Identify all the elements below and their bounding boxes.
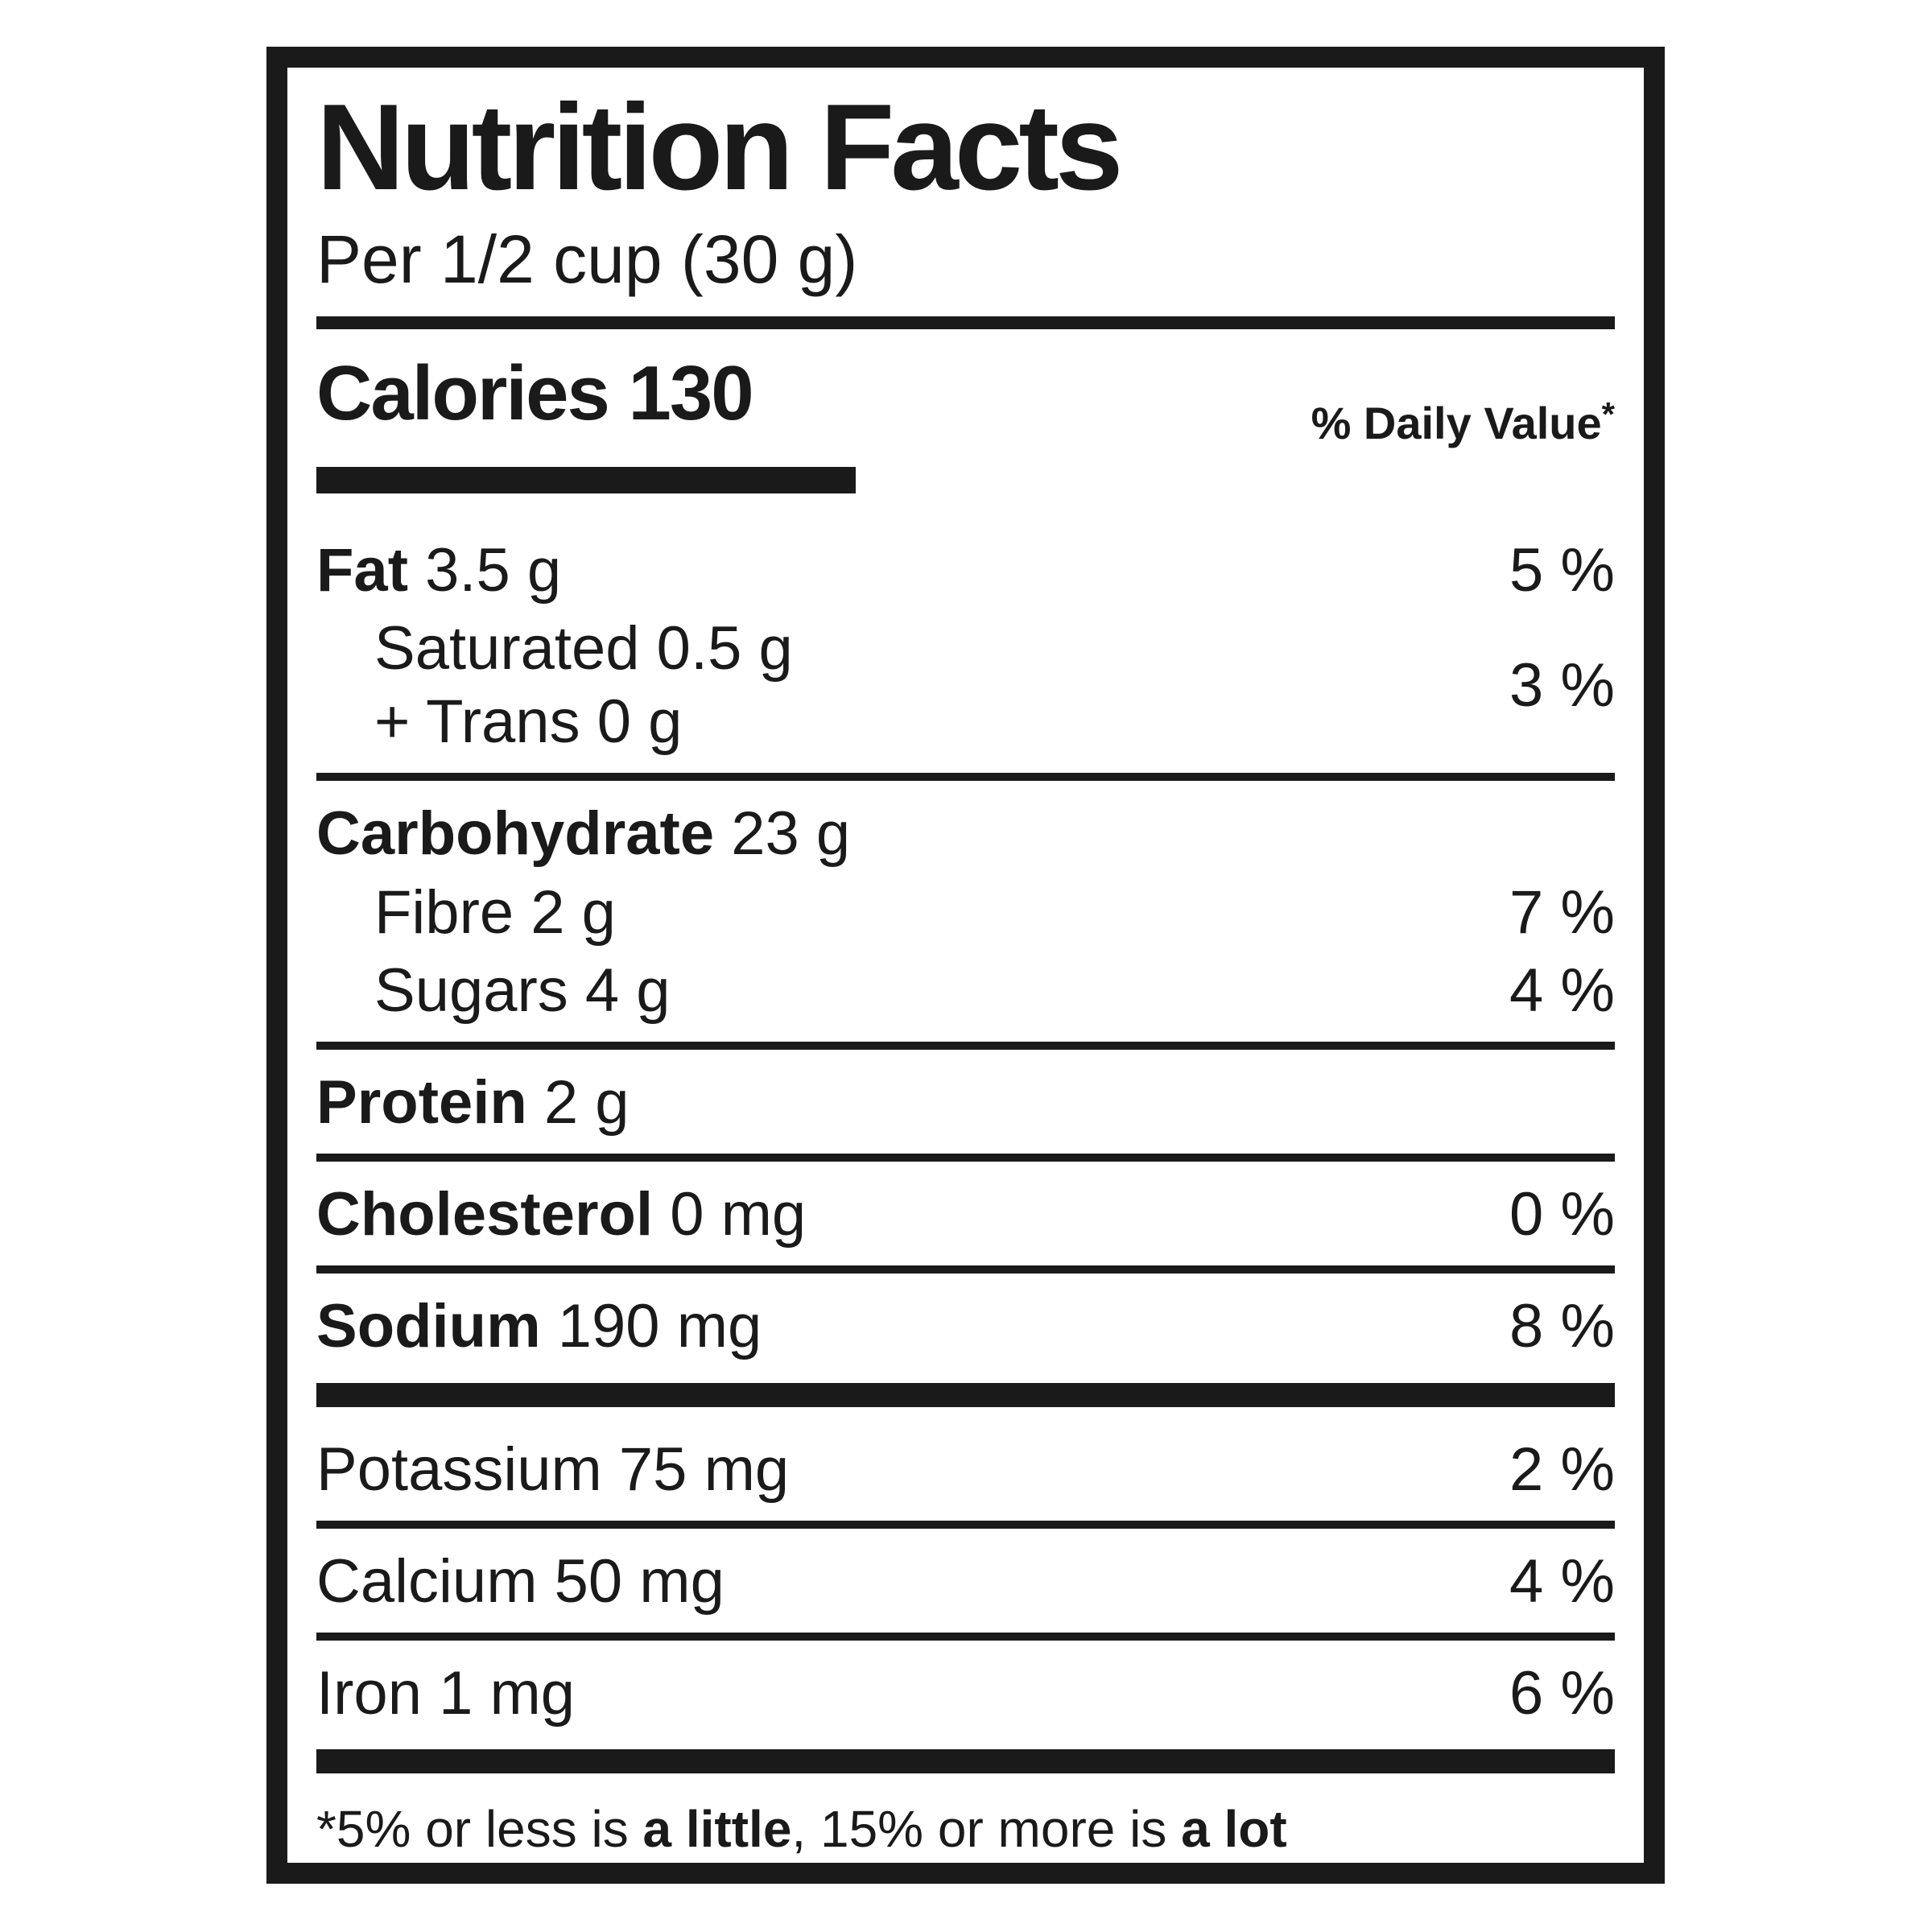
section-rule xyxy=(316,1632,1615,1641)
thick-separator-bar xyxy=(316,1749,1615,1774)
nutrient-row: Cholesterol 0 mg 0 % xyxy=(316,1178,1615,1251)
section-rule xyxy=(316,1520,1615,1529)
percent-value: 5 % xyxy=(1509,535,1615,605)
percent-value: 6 % xyxy=(1509,1658,1615,1728)
label-title: Nutrition Facts xyxy=(316,79,1123,216)
nutrient-rows: Fat 3.5 g 5 % Saturated 0.5 g + Trans 0 g 3 … xyxy=(316,534,1615,1774)
nutrient-row: Fibre 2 g 7 % xyxy=(316,876,1615,949)
nutrient-group: Saturated 0.5 g + Trans 0 g 3 % xyxy=(316,612,1615,758)
footnote: *5% or less is a little, 15% or more is … xyxy=(316,1799,1615,1860)
nutrient-label: Potassium 75 mg xyxy=(316,1435,790,1504)
calories-header-row: Calories 130 % Daily Value* xyxy=(316,350,1615,447)
calories-value: Calories 130 xyxy=(316,350,754,437)
nutrient-label: Calcium 50 mg xyxy=(316,1546,724,1616)
nutrient-subrow-label: Saturated 0.5 g xyxy=(374,614,793,683)
calories-underline-bar xyxy=(316,466,856,493)
nutrient-label: Carbohydrate 23 g xyxy=(316,799,851,869)
nutrient-label: Sugars 4 g xyxy=(374,956,671,1025)
percent-value: 4 % xyxy=(1509,1546,1615,1616)
daily-value-header-text: % Daily Value xyxy=(1311,398,1602,449)
footnote-bold-a-little: a little xyxy=(642,1800,792,1859)
nutrient-label: Fat 3.5 g xyxy=(316,535,562,605)
serving-size: Per 1/2 cup (30 g) xyxy=(316,221,858,298)
nutrient-label: Protein 2 g xyxy=(316,1068,630,1137)
nutrient-group-lines: Saturated 0.5 g + Trans 0 g xyxy=(316,612,793,758)
daily-value-header: % Daily Value* xyxy=(1311,397,1615,449)
nutrient-label: Cholesterol 0 mg xyxy=(316,1180,807,1249)
section-rule xyxy=(316,1154,1615,1162)
percent-value: 3 % xyxy=(1509,650,1615,720)
nutrient-label: Fibre 2 g xyxy=(374,877,616,947)
nutrient-row: Fat 3.5 g 5 % xyxy=(316,534,1615,607)
thick-separator-bar xyxy=(316,1382,1615,1407)
nutrient-label: Sodium 190 mg xyxy=(316,1292,762,1361)
nutrient-row: Calcium 50 mg 4 % xyxy=(316,1545,1615,1618)
nutrient-row: Iron 1 mg 6 % xyxy=(316,1657,1615,1730)
nutrient-row: Carbohydrate 23 g xyxy=(316,797,1615,870)
nutrient-subrow-label: + Trans 0 g xyxy=(374,687,683,757)
section-rule xyxy=(316,773,1615,782)
nutrient-row: Protein 2 g xyxy=(316,1066,1615,1139)
nutrition-facts-label: Nutrition Facts Per 1/2 cup (30 g) Calor… xyxy=(266,47,1665,1884)
nutrient-row: Potassium 75 mg 2 % xyxy=(316,1433,1615,1506)
nutrient-row: Sodium 190 mg 8 % xyxy=(316,1290,1615,1363)
nutrient-label: Iron 1 mg xyxy=(316,1658,576,1728)
footnote-middle: , 15% or more is xyxy=(791,1800,1182,1859)
footnote-prefix: *5% or less is xyxy=(316,1800,643,1859)
percent-value: 8 % xyxy=(1509,1292,1615,1361)
percent-value: 7 % xyxy=(1509,877,1615,947)
section-rule xyxy=(316,1042,1615,1051)
footnote-bold-a-lot: a lot xyxy=(1181,1800,1287,1859)
serving-divider-rule xyxy=(316,316,1615,330)
percent-value: 4 % xyxy=(1509,956,1615,1025)
percent-value: 0 % xyxy=(1509,1180,1615,1249)
section-rule xyxy=(316,1265,1615,1274)
nutrient-row: Sugars 4 g 4 % xyxy=(316,954,1615,1027)
daily-value-asterisk: * xyxy=(1601,395,1615,434)
percent-value: 2 % xyxy=(1509,1435,1615,1504)
